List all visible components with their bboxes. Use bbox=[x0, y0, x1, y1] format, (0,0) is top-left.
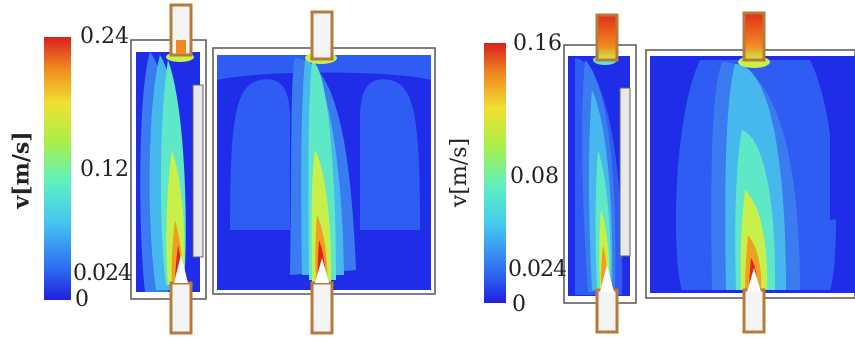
pipe-top-1b bbox=[310, 10, 334, 61]
colorbar-2 bbox=[484, 43, 506, 303]
pipe-top-1a bbox=[169, 3, 193, 57]
panel-2 bbox=[484, 11, 855, 334]
colorbar-tick-2-zero: 0 bbox=[512, 292, 526, 317]
pipe-top-2a bbox=[595, 13, 619, 62]
colorbar-tick-1-low: 0.024 bbox=[73, 261, 132, 286]
pipe-bottom-2a bbox=[595, 265, 619, 334]
front-view-2 bbox=[645, 49, 855, 299]
colorbar-tick-1-zero: 0 bbox=[75, 287, 89, 312]
colorbar-tick-1-mid: 0.12 bbox=[80, 157, 129, 182]
pipe-top-2b bbox=[742, 11, 766, 62]
side-view-1 bbox=[130, 39, 207, 300]
pipe-bottom-2b bbox=[742, 268, 766, 334]
colorbar-tick-2-low: 0.024 bbox=[508, 257, 567, 282]
front-view-1 bbox=[212, 47, 436, 295]
colorbar-tick-2-mid: 0.08 bbox=[510, 164, 559, 189]
side-view-2 bbox=[563, 44, 637, 304]
colorbar-unit-label-1: v[m/s] bbox=[8, 131, 35, 209]
colorbar-tick-2-max: 0.16 bbox=[513, 31, 562, 56]
panel-1 bbox=[44, 3, 436, 335]
colorbar-unit-label-2: v[m/s] bbox=[447, 137, 473, 208]
colorbar-1 bbox=[44, 37, 71, 300]
colorbar-tick-1-max: 0.24 bbox=[80, 24, 129, 49]
pipe-bottom-1b bbox=[310, 258, 334, 335]
pipe-bottom-1a bbox=[169, 255, 193, 335]
